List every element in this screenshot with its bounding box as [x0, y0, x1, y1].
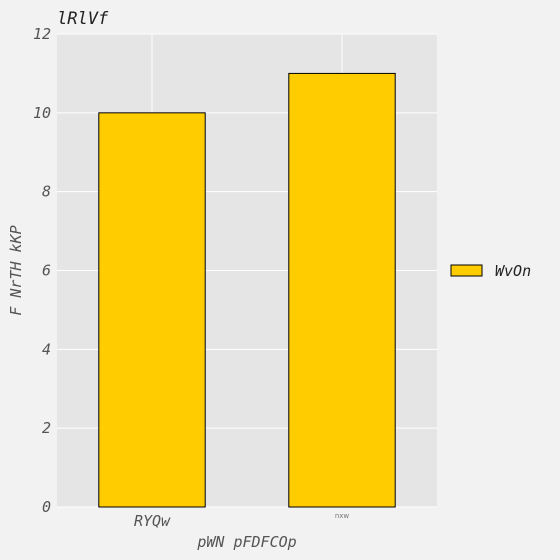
x-tick-labels: RYQw nxw	[134, 512, 349, 530]
bar-nxw	[288, 72, 396, 508]
legend-swatch-wvon	[450, 264, 483, 277]
bars	[98, 72, 396, 508]
y-tick-label: 2	[42, 419, 51, 437]
x-axis-label: pWN pFDFCOp	[196, 533, 296, 551]
y-axis-label: F NrTH kKP	[7, 225, 25, 315]
y-tick-label: 6	[42, 262, 51, 280]
y-tick-label: 8	[42, 183, 51, 201]
y-tick-labels: 0 2 4 6 8 10 12	[33, 25, 51, 516]
legend: WvOn	[450, 262, 531, 280]
chart-title: lRlVf	[57, 9, 109, 29]
y-tick-label: 0	[42, 498, 51, 516]
y-tick-label: 12	[33, 25, 51, 43]
bar-ryqw	[98, 112, 206, 508]
y-tick-label: 10	[33, 104, 51, 122]
y-tick-label: 4	[42, 340, 51, 358]
legend-label-wvon: WvOn	[495, 262, 531, 280]
x-tick-label: RYQw	[134, 512, 171, 530]
x-tick-label: nxw	[335, 512, 350, 520]
